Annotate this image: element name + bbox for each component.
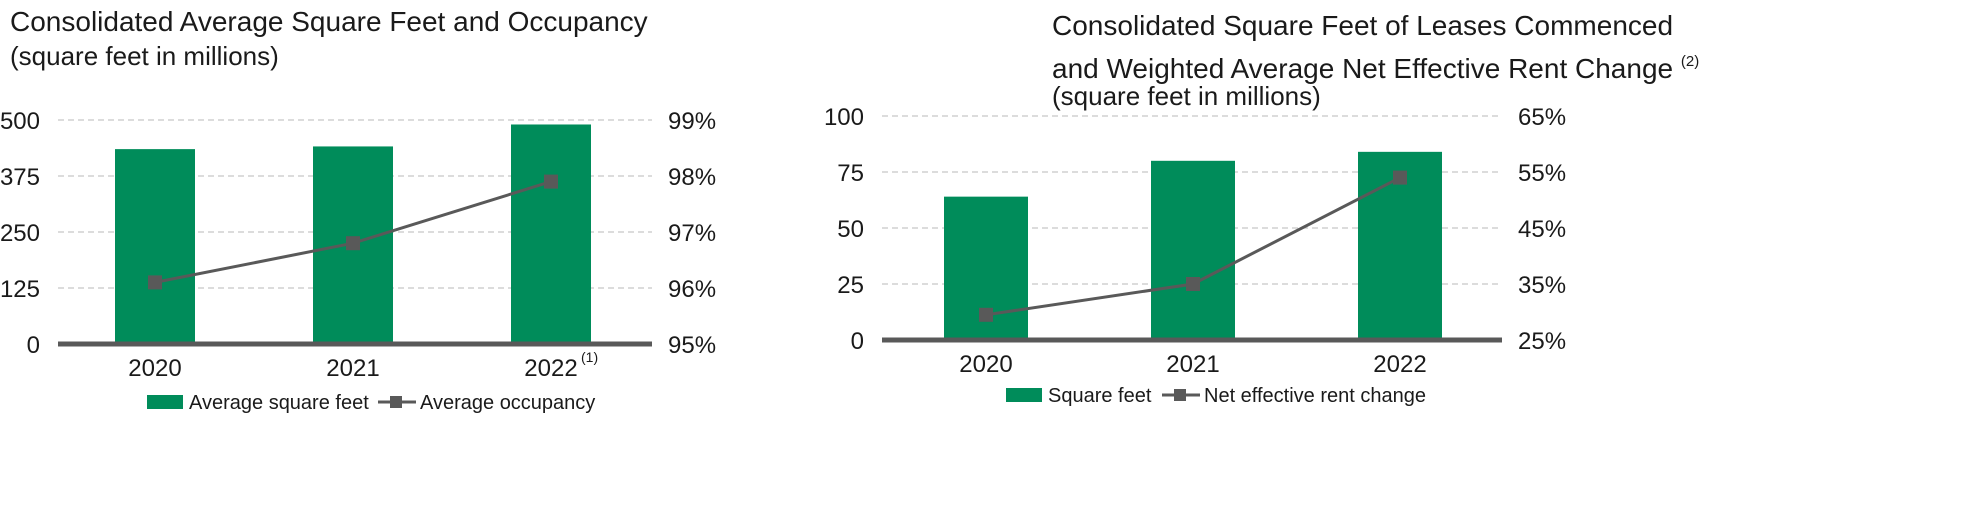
y2-tick-label: 25% — [1518, 328, 1566, 355]
y2-tick-label: 35% — [1518, 272, 1566, 299]
y-tick-label: 0 — [27, 332, 40, 359]
x-tick-label: 2022 — [1373, 351, 1426, 378]
chart-title-line-2: and Weighted Average Net Effective Rent … — [1052, 44, 1699, 87]
line-marker — [1393, 170, 1407, 185]
y2-tick-label: 96% — [668, 276, 716, 303]
bar — [1151, 160, 1235, 340]
y2-tick-label: 65% — [1518, 104, 1566, 131]
line-marker — [1186, 277, 1200, 291]
x-tick-label: 2021 — [326, 355, 379, 382]
chart-title-text: and Weighted Average Net Effective Rent … — [1052, 53, 1674, 84]
y2-tick-label: 95% — [668, 332, 716, 359]
legend-swatch-marker — [1174, 389, 1186, 401]
bar — [511, 124, 591, 344]
legend-swatch-marker — [390, 396, 402, 408]
chart-title: Consolidated Square Feet of Leases Comme… — [1052, 10, 1674, 41]
legend-label: Average square feet — [189, 392, 369, 414]
chart-title: Consolidated Average Square Feet and Occ… — [10, 6, 648, 37]
y2-tick-label: 98% — [668, 164, 716, 191]
y2-tick-label: 99% — [668, 108, 716, 135]
y-tick-label: 375 — [0, 164, 40, 191]
x-tick-label: 2020 — [959, 351, 1012, 378]
chart-subtitle: (square feet in millions) — [10, 41, 279, 71]
x-tick-label: 2021 — [1166, 351, 1219, 378]
legend-label: Square feet — [1048, 385, 1152, 407]
y-tick-label: 125 — [0, 276, 40, 303]
y-tick-label: 50 — [837, 216, 864, 243]
legend-label: Net effective rent change — [1204, 385, 1426, 407]
y-tick-label: 500 — [0, 108, 40, 135]
x-tick-label: 2022 — [524, 355, 577, 382]
line-marker — [979, 307, 993, 322]
line-marker — [148, 275, 162, 290]
y2-tick-label: 55% — [1518, 160, 1566, 187]
y-tick-label: 75 — [837, 160, 864, 187]
y-tick-label: 0 — [851, 328, 864, 355]
chart-panel-2: Consolidated Square Feet of Leases Comme… — [980, 0, 1964, 519]
chart-panel-1: Consolidated Average Square Feet and Occ… — [0, 0, 940, 519]
footnote-marker: (1) — [581, 349, 598, 365]
y-tick-label: 100 — [824, 104, 864, 131]
legend-label: Average occupancy — [420, 392, 595, 414]
y-tick-label: 250 — [0, 220, 40, 247]
line-marker — [346, 236, 360, 251]
y-tick-label: 25 — [837, 272, 864, 299]
chart-subtitle: (square feet in millions) — [1052, 81, 1321, 111]
legend-swatch-bar — [147, 395, 183, 409]
bar — [115, 149, 195, 344]
x-tick-label: 2020 — [128, 355, 181, 382]
line-marker — [544, 174, 558, 189]
y2-tick-label: 97% — [668, 220, 716, 247]
y2-tick-label: 45% — [1518, 216, 1566, 243]
legend-swatch-bar — [1006, 388, 1042, 402]
footnote-marker: (2) — [1680, 53, 1700, 70]
